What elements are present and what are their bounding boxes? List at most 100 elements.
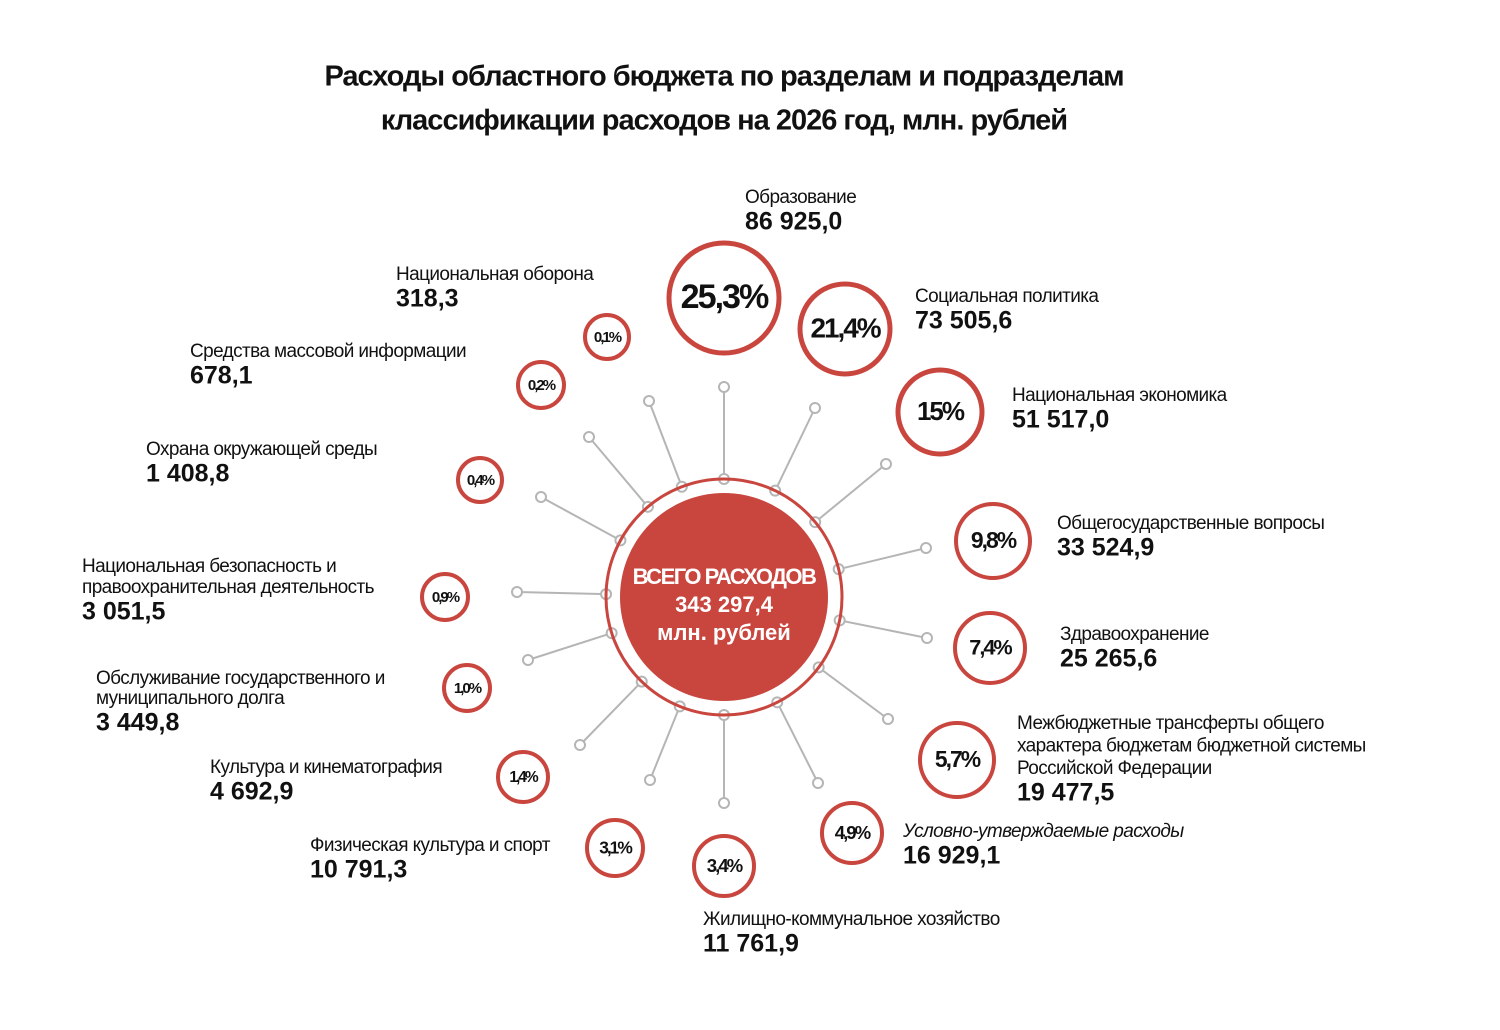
title: классификации расходов на 2026 год, млн.…	[381, 105, 1067, 137]
percent: 9,8%	[971, 527, 1017, 553]
spoke-dot	[920, 542, 932, 554]
percent-circle	[666, 240, 782, 356]
percent: 0,1%	[594, 329, 622, 346]
percent-circle	[797, 281, 893, 377]
item-amount: 4 692,9	[210, 778, 293, 806]
percent: 3,1%	[599, 838, 632, 858]
spoke	[649, 706, 681, 781]
percent: 4,9%	[835, 822, 872, 843]
spoke	[516, 591, 607, 596]
item-name: Национальная экономика	[1012, 385, 1228, 406]
percent: 1,4%	[509, 769, 539, 786]
item-amount: 86 925,0	[745, 208, 842, 236]
item-amount: 33 524,9	[1057, 534, 1154, 562]
item-name: Общегосударственные вопросы	[1057, 513, 1324, 534]
percent-circle	[953, 611, 1027, 685]
item-name: Охрана окружающей среды	[146, 439, 377, 460]
percent-circle	[918, 721, 996, 799]
item-amount: 25 265,6	[1060, 645, 1157, 673]
spoke	[588, 436, 649, 508]
percent: 0,2%	[528, 377, 556, 394]
spoke	[814, 463, 887, 523]
spoke-dot	[921, 632, 933, 644]
item-amount: 19 477,5	[1017, 779, 1114, 807]
item-name: Национальная оборона	[396, 264, 594, 285]
spoke	[527, 632, 612, 661]
spoke-dot	[574, 739, 586, 751]
spoke	[648, 400, 683, 488]
item-name: Культура и кинематография	[210, 757, 442, 778]
item-amount: 3 449,8	[96, 709, 180, 737]
percent-circle	[583, 313, 631, 361]
item-amount: 3 051,5	[82, 598, 166, 626]
item-amount: 1 408,8	[146, 460, 230, 488]
center-ring	[604, 477, 844, 717]
item-name: Физическая культура и спорт	[310, 835, 551, 856]
item-name: Здравоохранение	[1060, 624, 1209, 645]
item-name: Российской Федерации	[1017, 758, 1212, 779]
item-name: Обслуживание государственного и	[96, 668, 385, 689]
percent: 3,4%	[707, 855, 744, 876]
spoke	[818, 666, 889, 720]
spoke	[540, 496, 621, 542]
spoke-dot	[535, 491, 547, 503]
percent: 5,7%	[935, 746, 981, 772]
item-amount: 73 505,6	[915, 307, 1012, 335]
percent-circle	[456, 456, 504, 504]
item-name: Национальная безопасность и	[82, 556, 336, 577]
spoke-dot	[880, 458, 892, 470]
percent: 0,4%	[467, 472, 495, 489]
item-name: правоохранительная деятельность	[82, 577, 375, 598]
item-name: Социальная политика	[915, 286, 1099, 307]
spokes	[511, 381, 933, 809]
percent-circle	[954, 502, 1032, 580]
item-amount: 51 517,0	[1012, 406, 1109, 434]
spoke-dot	[809, 402, 821, 414]
item-amount: 11 761,9	[703, 930, 799, 958]
percent: 1,0%	[454, 680, 482, 697]
item-name: Условно-утверждаемые расходы	[902, 821, 1184, 842]
center-text: ВСЕГО РАСХОДОВ	[633, 564, 816, 589]
spoke-dot	[522, 654, 534, 666]
percent-circle	[442, 663, 492, 713]
spoke	[839, 619, 928, 639]
item-amount: 16 929,1	[903, 842, 1000, 870]
percent-circle	[820, 801, 884, 865]
item-name: муниципального долга	[96, 688, 285, 709]
item-name: Образование	[745, 187, 856, 208]
percent: 15%	[917, 396, 965, 426]
percent: 25,3%	[681, 278, 769, 316]
percent-circle	[516, 360, 566, 410]
percent-circle	[496, 750, 550, 804]
spoke-dot	[718, 381, 730, 393]
percent-circle	[895, 367, 985, 457]
item-name: характера бюджетам бюджетной системы	[1017, 736, 1366, 757]
item-name: Межбюджетные трансферты общего	[1017, 713, 1324, 734]
spoke	[776, 701, 819, 784]
item-amount: 678,1	[190, 362, 253, 390]
item-amount: 10 791,3	[310, 856, 407, 884]
percent-circle	[420, 572, 470, 622]
item-name: Средства массовой информации	[190, 341, 466, 362]
spoke-dot	[583, 431, 595, 443]
percent-circle	[585, 818, 645, 878]
item-amount: 318,3	[396, 285, 459, 313]
spoke-dot	[718, 797, 730, 809]
spoke	[579, 680, 643, 746]
spoke-dot	[644, 774, 656, 786]
percent: 0,9%	[432, 589, 460, 606]
percent: 21,4%	[810, 312, 881, 343]
item-name: Жилищно-коммунальное хозяйство	[703, 909, 1000, 930]
title: Расходы областного бюджета по разделам и…	[324, 61, 1123, 93]
center-circle	[620, 493, 828, 701]
spoke-dot	[812, 777, 824, 789]
spoke-dot	[882, 713, 894, 725]
spoke	[774, 407, 816, 492]
spoke-dot	[511, 586, 523, 598]
spoke-dot	[643, 395, 655, 407]
center-text: 343 297,4	[675, 592, 774, 617]
center-text: млн. рублей	[657, 620, 791, 645]
percent: 7,4%	[969, 635, 1012, 660]
spoke	[838, 547, 927, 571]
